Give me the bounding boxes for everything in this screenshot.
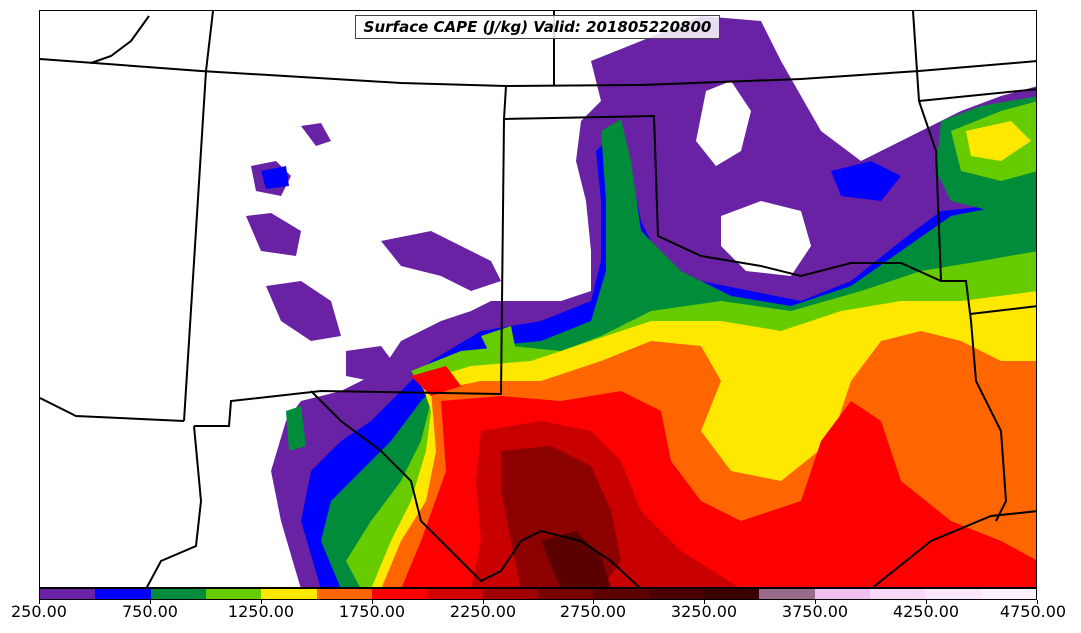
colorbar-segment bbox=[482, 589, 538, 599]
colorbar-segment bbox=[95, 589, 151, 599]
colorbar-segment bbox=[593, 589, 649, 599]
colorbar-segment bbox=[150, 589, 206, 599]
colorbar-segment bbox=[814, 589, 870, 599]
state-boundaries bbox=[40, 11, 1036, 587]
colorbar-tick-label: 3250.00 bbox=[670, 602, 738, 621]
colorbar-segment bbox=[703, 589, 760, 599]
colorbar-segment bbox=[925, 589, 981, 599]
cape-clear-area bbox=[696, 81, 751, 166]
colorbar-segment bbox=[316, 589, 372, 599]
colorbar-segment bbox=[759, 589, 815, 599]
colorbar-segment bbox=[427, 589, 483, 599]
cape-map bbox=[39, 10, 1037, 588]
colorbar-tick-label: 250.00 bbox=[11, 602, 67, 621]
colorbar-tick bbox=[1037, 600, 1038, 604]
colorbar-tick bbox=[39, 600, 40, 604]
colorbar-segment bbox=[261, 589, 317, 599]
colorbar-tick-label: 4250.00 bbox=[892, 602, 960, 621]
colorbar-segment bbox=[648, 589, 704, 599]
colorbar-tick-label: 3750.00 bbox=[781, 602, 849, 621]
colorbar-segment bbox=[537, 589, 594, 599]
colorbar-tick bbox=[261, 600, 262, 604]
colorbar-segment bbox=[980, 589, 1036, 599]
cape-clear-area bbox=[721, 201, 811, 276]
colorbar-tick bbox=[150, 600, 151, 604]
colorbar-segment bbox=[205, 589, 262, 599]
colorbar-tick bbox=[815, 600, 816, 604]
colorbar-tick-label: 2750.00 bbox=[559, 602, 627, 621]
colorbar-tick-label: 750.00 bbox=[122, 602, 178, 621]
colorbar-tick-label: 4750.00 bbox=[999, 602, 1067, 621]
colorbar-tick bbox=[483, 600, 484, 604]
colorbar bbox=[39, 588, 1037, 600]
colorbar-tick-label: 1250.00 bbox=[227, 602, 295, 621]
colorbar-tick bbox=[593, 600, 594, 604]
colorbar-segment bbox=[40, 589, 96, 599]
colorbar-tick bbox=[372, 600, 373, 604]
cape-contour-map bbox=[40, 11, 1036, 587]
colorbar-tick bbox=[704, 600, 705, 604]
colorbar-segment bbox=[371, 589, 428, 599]
cape-4750-contour bbox=[541, 531, 611, 587]
map-title: Surface CAPE (J/kg) Valid: 201805220800 bbox=[355, 15, 720, 39]
colorbar-tick-label: 2250.00 bbox=[449, 602, 517, 621]
colorbar-tick-label: 1750.00 bbox=[338, 602, 406, 621]
colorbar-segment bbox=[869, 589, 926, 599]
colorbar-tick bbox=[926, 600, 927, 604]
